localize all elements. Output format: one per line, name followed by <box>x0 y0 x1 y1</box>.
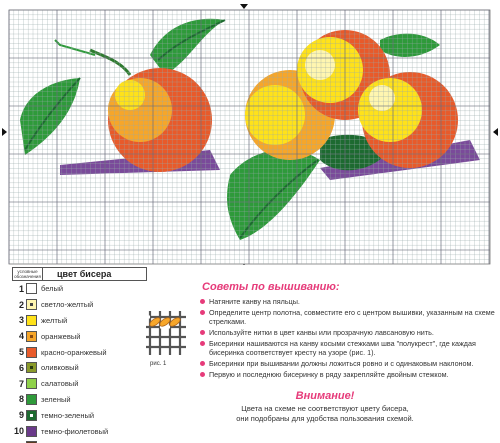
pattern-artwork <box>20 18 480 240</box>
legend-color-name: салатовый <box>41 379 79 389</box>
legend-number: 1 <box>18 283 24 294</box>
embroidery-tips: Советы по вышиванию: Натяните канву на п… <box>200 281 496 380</box>
color-swatch-icon <box>26 409 37 421</box>
attention-note: Внимание! Цвета на схеме не соответствую… <box>160 390 490 423</box>
legend-number: 7 <box>18 378 24 389</box>
tip-item: Первую и последнюю бисеринку в ряду закр… <box>200 370 496 379</box>
center-arrow-top-icon <box>240 4 248 9</box>
legend-symbol-header: условные обозначения <box>13 268 43 280</box>
legend-number: 10 <box>13 426 24 437</box>
legend-number: 6 <box>18 362 24 373</box>
legend-color-name: зеленый <box>41 394 71 404</box>
legend-number: 5 <box>18 347 24 358</box>
color-swatch-icon <box>26 441 37 443</box>
legend-number: 8 <box>18 394 24 405</box>
color-swatch-icon <box>26 378 37 390</box>
color-swatch-icon <box>26 425 37 437</box>
legend-color-name: белый <box>41 284 64 294</box>
figure-label: рис. 1 <box>150 361 167 367</box>
color-swatch-icon <box>26 393 37 405</box>
legend-row: 11темно-коричневый <box>12 439 147 443</box>
pattern-grid <box>8 9 490 264</box>
color-swatch-icon <box>26 299 37 311</box>
legend-color-name: оливковый <box>41 363 79 373</box>
legend-header: условные обозначения цвет бисера <box>12 267 147 281</box>
tip-item: Натяните канву на пяльцы. <box>200 297 496 306</box>
tip-item: Определите центр полотна, совместите его… <box>200 308 496 327</box>
legend-row: 3 желтый <box>12 313 147 329</box>
color-swatch-icon <box>26 283 37 295</box>
center-arrow-right-icon <box>493 128 498 136</box>
legend-row: 6 оливковый <box>12 360 147 376</box>
legend-color-name: темно-зеленый <box>41 410 95 420</box>
legend-row: 1 белый <box>12 281 147 297</box>
legend-row: 8 зеленый <box>12 392 147 408</box>
bead-pattern <box>2 4 498 265</box>
tip-item: Бисеринки нашиваются на канву косыми сте… <box>200 339 496 358</box>
legend-color-name: темно-фиолетовый <box>41 426 109 436</box>
color-swatch-icon <box>26 362 37 374</box>
note-line-1: Цвета на схеме не соответствуют цвету би… <box>241 404 409 413</box>
legend-row: 9 темно-зеленый <box>12 407 147 423</box>
legend-row: 10 темно-фиолетовый <box>12 423 147 439</box>
color-legend: условные обозначения цвет бисера 1 белый 2… <box>12 267 147 443</box>
color-swatch-icon <box>26 330 37 342</box>
tip-item: Используйте нитки в цвет канвы или прозр… <box>200 328 496 337</box>
color-swatch-icon <box>26 346 37 358</box>
legend-row: 2 светло-желтый <box>12 297 147 313</box>
legend-number: 11 <box>12 442 26 443</box>
legend-color-name: красно-оранжевый <box>41 347 107 357</box>
legend-number: 4 <box>18 331 24 342</box>
legend-color-name: светло-желтый <box>41 300 94 310</box>
tips-title: Советы по вышиванию: <box>202 281 340 293</box>
color-swatch-icon <box>26 314 37 326</box>
legend-title: цвет бисера <box>57 269 112 279</box>
legend-color-name: желтый <box>41 315 68 325</box>
legend-row: 5 красно-оранжевый <box>12 344 147 360</box>
legend-number: 3 <box>18 315 24 326</box>
center-arrow-left-icon <box>2 128 7 136</box>
note-line-2: они подобраны для удобства пользования с… <box>236 413 414 423</box>
center-arrow-bottom-icon <box>243 264 245 265</box>
legend-number: 9 <box>18 410 24 421</box>
note-title: Внимание! <box>295 390 355 402</box>
tip-item: Бисеринки при вышивании должны ложиться … <box>200 359 496 368</box>
legend-row: 7 салатовый <box>12 376 147 392</box>
legend-number: 2 <box>18 299 24 310</box>
legend-rows: 1 белый 2 светло-желтый 3 желтый 4 оранжевый 5 кр… <box>12 281 147 443</box>
stitch-figure-icon <box>146 311 186 355</box>
legend-color-name: оранжевый <box>41 331 81 341</box>
legend-row: 4 оранжевый <box>12 328 147 344</box>
tips-list: Натяните канву на пяльцы. Определите цент… <box>200 297 496 379</box>
